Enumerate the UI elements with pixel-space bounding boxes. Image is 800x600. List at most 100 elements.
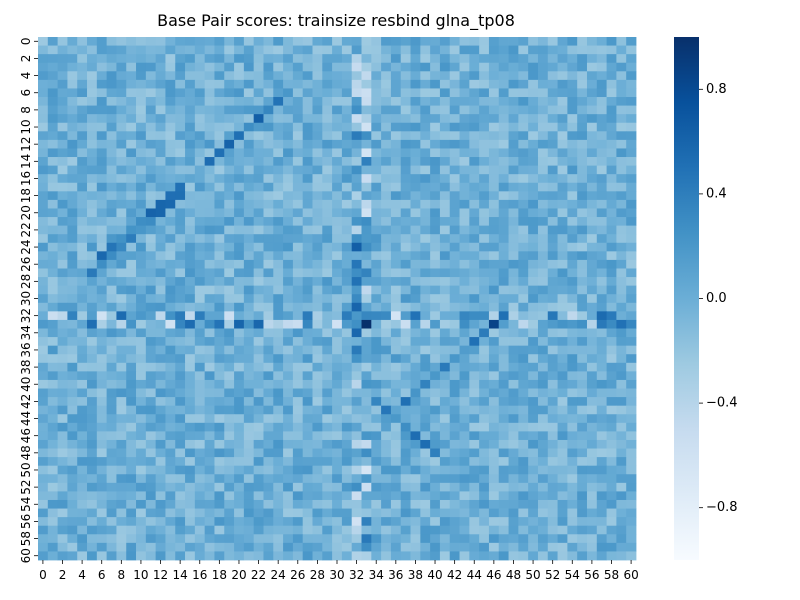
heatmap-cell	[87, 268, 98, 278]
heatmap-cell	[234, 157, 245, 166]
heatmap-cell	[586, 491, 598, 501]
heatmap-cell	[439, 491, 451, 501]
heatmap-cell	[243, 465, 255, 475]
heatmap-cell	[67, 191, 78, 201]
heatmap-cell	[312, 534, 323, 544]
heatmap-cell	[449, 508, 460, 518]
heatmap-cell	[557, 414, 568, 424]
heatmap-cell	[439, 354, 451, 364]
heatmap-cell	[616, 525, 627, 535]
heatmap-cell	[332, 79, 343, 89]
heatmap-cell	[518, 448, 529, 458]
heatmap-cell	[479, 148, 490, 158]
heatmap-cell	[537, 371, 549, 381]
heatmap-cell	[302, 499, 313, 509]
heatmap-cell	[567, 328, 578, 338]
heatmap-cell	[57, 97, 68, 106]
heatmap-cell	[292, 251, 304, 261]
heatmap-cell	[194, 551, 206, 561]
heatmap-cell	[57, 542, 68, 552]
heatmap-cell	[508, 114, 519, 124]
heatmap-cell	[106, 208, 117, 218]
heatmap-cell	[528, 105, 539, 115]
heatmap-cell	[283, 439, 294, 449]
heatmap-cell	[400, 499, 411, 509]
heatmap-cell	[439, 277, 451, 287]
heatmap-cell	[410, 294, 421, 304]
heatmap-cell	[224, 474, 235, 484]
heatmap-cell	[165, 474, 176, 484]
heatmap-cell	[577, 122, 588, 132]
heatmap-cell	[292, 388, 304, 398]
heatmap-cell	[292, 268, 304, 278]
heatmap-cell	[116, 405, 127, 415]
heatmap-cell	[341, 199, 353, 209]
heatmap-cell	[586, 165, 598, 175]
heatmap-cell	[557, 345, 568, 355]
heatmap-cell	[185, 379, 196, 389]
heatmap-cell	[214, 225, 225, 235]
heatmap-cell	[106, 37, 117, 46]
heatmap-cell	[175, 242, 186, 252]
heatmap-cell	[626, 165, 637, 175]
heatmap-cell	[420, 217, 431, 227]
heatmap-cell	[155, 45, 166, 55]
heatmap-cell	[204, 251, 215, 261]
heatmap-cell	[479, 337, 490, 347]
heatmap-cell	[234, 54, 245, 64]
heatmap-cell	[371, 431, 382, 441]
heatmap-cell	[508, 191, 519, 201]
heatmap-cell	[145, 285, 157, 295]
heatmap-cell	[77, 397, 88, 407]
heatmap-cell	[459, 499, 470, 509]
heatmap-cell	[586, 199, 598, 209]
heatmap-cell	[234, 431, 245, 441]
heatmap-cell	[332, 191, 343, 201]
heatmap-cell	[253, 62, 264, 72]
heatmap-cell	[38, 474, 49, 484]
heatmap-cell	[351, 122, 362, 132]
heatmap-cell	[371, 131, 382, 141]
heatmap-cell	[469, 131, 480, 141]
heatmap-cell	[38, 337, 49, 347]
heatmap-cell	[47, 242, 58, 252]
heatmap-cell	[557, 217, 568, 227]
heatmap-cell	[185, 431, 196, 441]
heatmap-cell	[567, 277, 578, 287]
heatmap-cell	[537, 448, 549, 458]
heatmap-cell	[243, 182, 255, 192]
heatmap-cell	[116, 122, 127, 132]
heatmap-cell	[371, 302, 382, 312]
heatmap-cell	[57, 242, 68, 252]
heatmap-cell	[332, 251, 343, 261]
heatmap-cell	[430, 79, 441, 89]
heatmap-cell	[577, 139, 588, 149]
heatmap-cell	[381, 337, 392, 347]
heatmap-cell	[322, 337, 333, 347]
heatmap-cell	[165, 174, 176, 184]
heatmap-cell	[87, 157, 98, 166]
y-tick-label: 30	[19, 291, 33, 306]
heatmap-cell	[263, 414, 274, 424]
heatmap-cell	[155, 457, 166, 467]
heatmap-cell	[341, 422, 353, 432]
y-tick-label: 58	[19, 531, 33, 546]
heatmap-cell	[263, 525, 274, 535]
heatmap-cell	[400, 448, 411, 458]
heatmap-cell	[204, 182, 215, 192]
heatmap-cell	[214, 354, 225, 364]
heatmap-cell	[381, 45, 392, 55]
heatmap-cell	[381, 534, 392, 544]
heatmap-cell	[626, 499, 637, 509]
heatmap-cell	[449, 431, 460, 441]
heatmap-cell	[400, 517, 411, 527]
heatmap-cell	[155, 251, 166, 261]
heatmap-cell	[371, 465, 382, 475]
heatmap-cell	[57, 88, 68, 98]
heatmap-cell	[38, 217, 49, 227]
heatmap-cell	[626, 182, 637, 192]
heatmap-cell	[586, 131, 598, 141]
heatmap-cell	[175, 45, 186, 55]
heatmap-cell	[96, 371, 108, 381]
heatmap-cell	[351, 551, 362, 561]
